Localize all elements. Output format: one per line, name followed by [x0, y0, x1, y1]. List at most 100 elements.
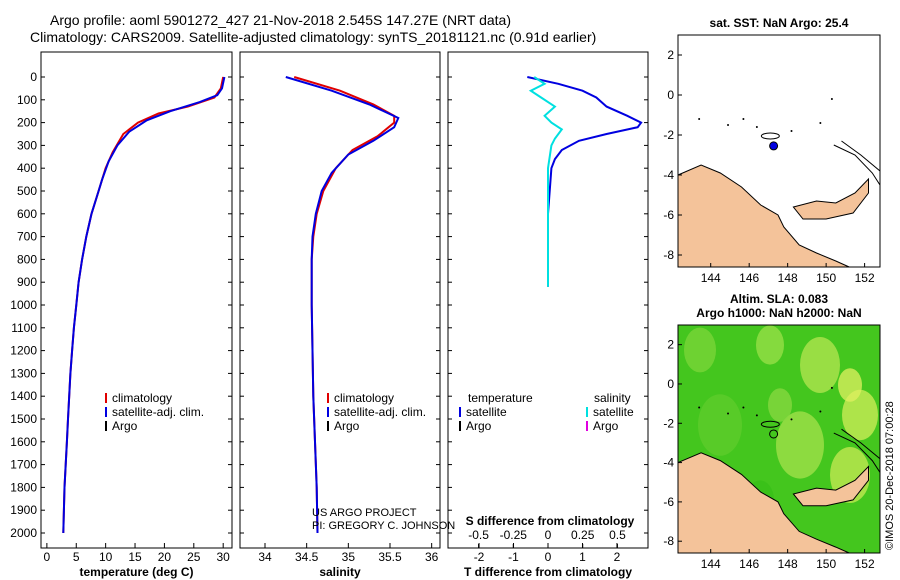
salinity-xtick-label: 35.5: [378, 550, 402, 564]
temperature-line-satellite-adj-clim-: [62, 76, 226, 534]
temperature-ytick-label: 900: [17, 275, 37, 289]
temperature-ytick-label: 1100: [11, 321, 37, 335]
map-bot-float-position-marker: [769, 429, 779, 439]
temperature-ytick-label: 1700: [10, 458, 37, 472]
legend-label: Argo: [466, 419, 492, 433]
map-bot-anomaly-blob: [800, 337, 840, 393]
map-top-ytick-label: 2: [667, 48, 674, 62]
map-top-small-island: [830, 98, 833, 100]
credit-line1: US ARGO PROJECT: [312, 507, 417, 519]
imos-watermark: ©IMOS 20-Dec-2018 07:00:28: [884, 401, 896, 550]
temperature-ytick-label: 600: [17, 207, 37, 221]
temperature-ytick-label: 1900: [10, 503, 37, 517]
map-bot-small-island: [742, 406, 745, 409]
temperature-xtick-label: 10: [99, 550, 113, 564]
map-bot-anomaly-blob: [776, 411, 824, 479]
credit-line2: PI: GREGORY C. JOHNSON: [312, 520, 456, 532]
map-bot-xtick-label: 144: [701, 557, 721, 571]
map-bot-anomaly-blob: [768, 388, 792, 422]
map-top-xtick-label: 150: [816, 271, 836, 285]
temperature-ytick-label: 0: [30, 70, 37, 84]
map-bot-xtick-label: 146: [739, 557, 759, 571]
map-bot-small-island: [790, 418, 793, 421]
map-bot-anomaly-blob: [698, 394, 742, 456]
map-top-small-island: [790, 130, 793, 132]
legend-label: satellite-adj. clim.: [112, 405, 204, 419]
temperature-ytick-label: 200: [17, 116, 37, 130]
legend-label: satellite-adj. clim.: [334, 405, 426, 419]
temperature-ytick-label: 1000: [10, 298, 37, 312]
temperature-ytick-label: 400: [17, 161, 37, 175]
map-bot-small-island: [698, 406, 701, 409]
map-bot-small-island: [830, 386, 833, 389]
map-top-new-britain-coast: [792, 177, 869, 220]
temperature-ytick-label: 500: [17, 184, 37, 198]
legend-label: satellite: [466, 405, 507, 419]
map-bot-anomaly-blob: [756, 325, 784, 365]
temperature-axis-label: temperature (deg C): [79, 565, 193, 579]
temperature-ytick-label: 2000: [10, 526, 37, 540]
salinity-xtick-label: 36: [425, 550, 439, 564]
map-bot-xtick-label: 148: [778, 557, 798, 571]
legend-title-salinity: salinity: [594, 391, 631, 405]
map-top-frame: [677, 34, 881, 268]
difference-xtick-label: -1: [508, 550, 519, 564]
difference-panel: -2 -1 0 1 2 -0.5 -0.25 0 0.25 0.5S difference fro…: [447, 51, 649, 579]
figure-title-line2: Climatology: CARS2009. Satellite-adjuste…: [30, 29, 597, 45]
map-top-small-island: [755, 126, 758, 128]
map-bot-ytick-label: 2: [667, 338, 674, 352]
temperature-ytick-label: 1800: [10, 480, 37, 494]
map-bot-small-island: [819, 410, 822, 413]
map-top-ytick-label: -8: [663, 248, 674, 262]
difference-xtick-label: -2: [474, 550, 485, 564]
difference-top-axis-label: S difference from climatology: [466, 514, 635, 528]
difference-top-tick-label: -0.25: [500, 528, 528, 542]
map-top-manus-island: [760, 132, 780, 140]
difference-line-salinity-satellite: [528, 76, 564, 287]
temperature-ytick-label: 300: [17, 138, 37, 152]
salinity-axis-label: salinity: [319, 565, 361, 579]
legend-label: climatology: [334, 391, 394, 405]
figure-title-line1: Argo profile: aoml 5901272_427 21-Nov-20…: [50, 12, 512, 28]
difference-axis-label: T difference from climatology: [464, 565, 632, 579]
temperature-xtick-label: 30: [217, 550, 231, 564]
map-top-ytick-label: -2: [663, 128, 674, 142]
temperature-ytick-label: 100: [17, 93, 37, 107]
map-bot-anomaly-blob: [684, 327, 716, 373]
map-top-small-island: [742, 118, 745, 120]
temperature-xtick-label: 25: [187, 550, 201, 564]
map-bot-title: Altim. SLA: 0.083: [730, 292, 828, 306]
temperature-ytick-label: 700: [17, 230, 37, 244]
temperature-ytick-label: 800: [17, 252, 37, 266]
map-bot-xtick-label: 150: [816, 557, 836, 571]
map-top-ytick-label: -4: [663, 168, 674, 182]
map-bot-xtick-label: 152: [855, 557, 875, 571]
map-bot-small-island: [755, 414, 758, 417]
map-top-xtick-label: 146: [739, 271, 759, 285]
map-bot-frame: [677, 324, 881, 554]
legend-label: climatology: [112, 391, 172, 405]
map-top-xtick-label: 148: [778, 271, 798, 285]
map-bot-ytick-label: -8: [663, 534, 674, 548]
temperature-ytick-label: 1300: [10, 366, 37, 380]
salinity-line-satellite-adj-clim-: [285, 76, 400, 534]
salinity-xtick-label: 34: [258, 550, 272, 564]
temperature-ytick-label: 1400: [10, 389, 37, 403]
legend-label: Argo: [112, 419, 138, 433]
map-bot-anomaly-blob: [842, 389, 878, 441]
map-bot-manus-island: [760, 420, 780, 428]
map-bot-ytick-label: 0: [667, 377, 674, 391]
salinity-frame: [239, 51, 441, 549]
temperature-frame: [40, 51, 233, 549]
temperature-xtick-label: 15: [128, 550, 142, 564]
sst-map-panel: sat. SST: NaN Argo: 25.4 144 146 148 150 152 2…: [663, 16, 881, 285]
map-top-xtick-label: 144: [701, 271, 721, 285]
map-bot-ytick-label: -4: [663, 456, 674, 470]
difference-frame: [447, 51, 649, 549]
temperature-ytick-label: 1600: [10, 435, 37, 449]
map-bot-title: Argo h1000: NaN h2000: NaN: [696, 306, 861, 320]
legend-label: Argo: [334, 419, 360, 433]
difference-top-tick-label: 0: [545, 528, 552, 542]
legend-title-temperature: temperature: [468, 391, 533, 405]
